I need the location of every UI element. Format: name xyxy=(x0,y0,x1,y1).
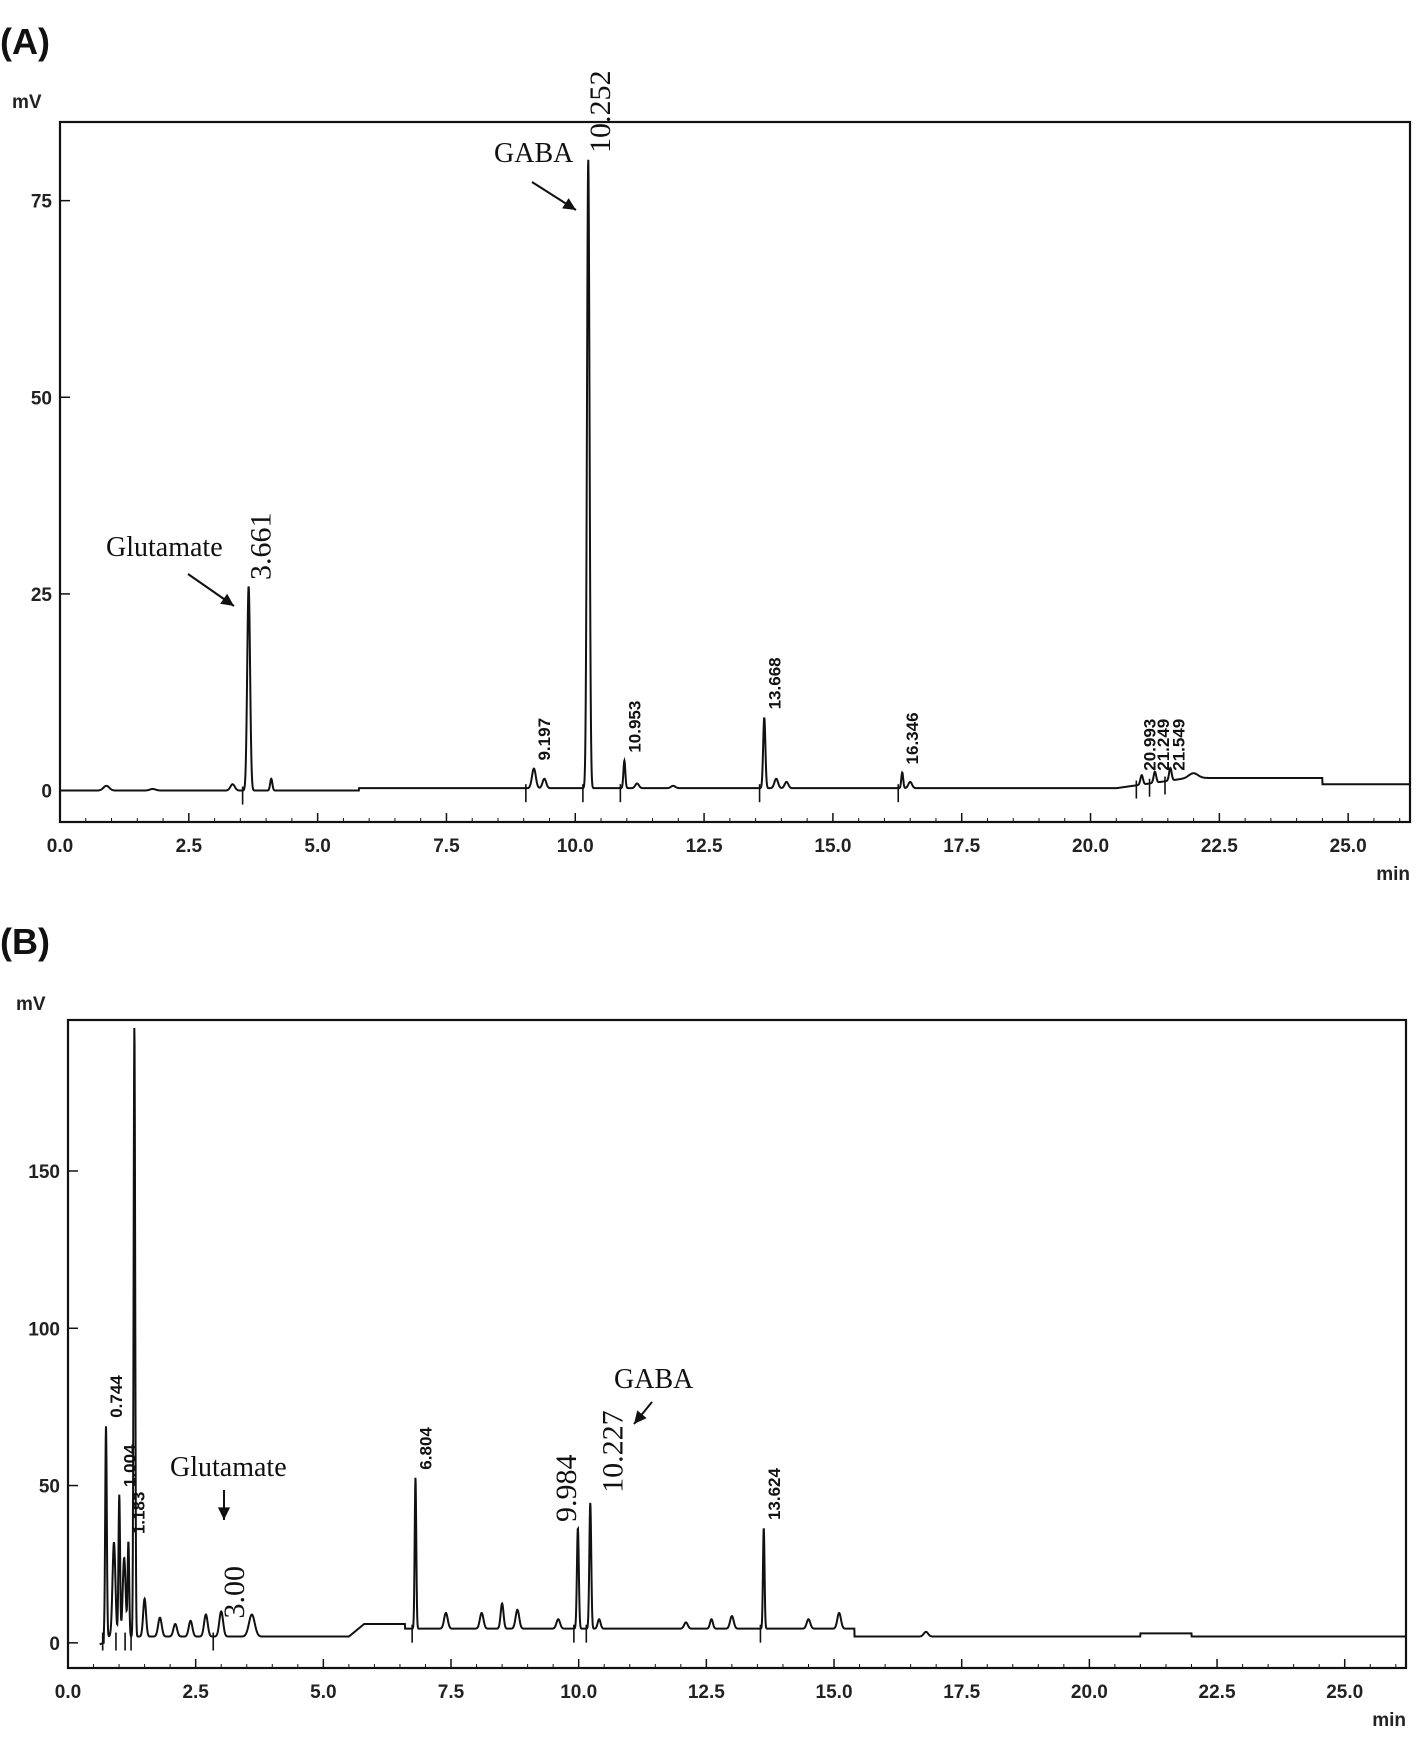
x-tick-label: 7.5 xyxy=(438,1682,465,1703)
x-tick-label: 5.0 xyxy=(310,1682,336,1703)
peak-label: 9.197 xyxy=(535,718,554,761)
x-axis-label: min xyxy=(1376,864,1410,885)
peak-label: 10.227 xyxy=(596,1410,629,1493)
annotation-arrow-head xyxy=(220,593,234,606)
y-tick-label: 100 xyxy=(28,1319,60,1340)
x-tick-label: 10.0 xyxy=(557,836,594,857)
peak-label: 20.993 xyxy=(1141,719,1160,771)
peak-label: 0.744 xyxy=(107,1375,126,1418)
x-tick-label: 0.0 xyxy=(47,836,73,857)
annotation-arrow-head xyxy=(562,198,576,210)
peak-label: 16.346 xyxy=(903,712,922,764)
x-tick-label: 17.5 xyxy=(943,1682,980,1703)
y-axis-label: mV xyxy=(16,994,46,1015)
peak-label: 21.249 xyxy=(1154,719,1173,771)
x-tick-label: 12.5 xyxy=(688,1682,725,1703)
x-tick-label: 22.5 xyxy=(1201,836,1238,857)
chart-panel-b: (B) mV min 0.0 2.5 5.0 7.5 10.0 12.5 15.0 17.5 20.0… xyxy=(0,921,1408,1731)
x-tick-label: 10.0 xyxy=(560,1682,597,1703)
x-tick-label: 25.0 xyxy=(1330,836,1367,857)
y-tick-label: 50 xyxy=(39,1477,60,1498)
y-tick-label: 150 xyxy=(28,1162,60,1183)
annotation-arrow-head xyxy=(634,1410,647,1424)
peak-label: 3.00 xyxy=(218,1566,251,1619)
x-tick-label: 7.5 xyxy=(433,836,460,857)
annotation-arrow-head xyxy=(217,1507,231,1520)
x-axis-label: min xyxy=(1372,1710,1406,1731)
peak-label: 1.004 xyxy=(120,1444,139,1487)
y-tick-label: 75 xyxy=(31,192,53,213)
peak-label: 9.984 xyxy=(550,1455,583,1523)
x-tick-label: 5.0 xyxy=(304,836,330,857)
compound-label: GABA xyxy=(494,138,574,169)
plot-frame xyxy=(58,120,1412,824)
compound-label: Glutamate xyxy=(106,532,223,563)
x-tick-label: 0.0 xyxy=(55,1682,81,1703)
peak-label: 1.183 xyxy=(129,1492,148,1535)
panel-label: (B) xyxy=(0,921,50,962)
chromatogram-trace xyxy=(60,159,1410,792)
x-tick-label: 2.5 xyxy=(182,1682,209,1703)
x-tick-label: 22.5 xyxy=(1199,1682,1236,1703)
x-tick-label: 12.5 xyxy=(686,836,723,857)
peak-label: 3.661 xyxy=(245,513,278,581)
peak-label: 21.549 xyxy=(1169,719,1188,771)
y-axis-label: mV xyxy=(12,92,42,113)
x-tick-label: 20.0 xyxy=(1071,1682,1108,1703)
y-tick-label: 25 xyxy=(31,585,53,606)
y-tick-label: 50 xyxy=(31,388,52,409)
peak-label: 6.804 xyxy=(416,1427,435,1470)
x-tick-label: 20.0 xyxy=(1072,836,1109,857)
panel-label: (A) xyxy=(0,21,50,62)
peak-label: 10.252 xyxy=(584,70,617,153)
peak-label: 13.668 xyxy=(765,657,784,709)
x-tick-label: 2.5 xyxy=(176,836,203,857)
x-tick-label: 15.0 xyxy=(814,836,851,857)
plot-frame xyxy=(66,1018,1408,1670)
peak-label: 13.624 xyxy=(765,1467,784,1520)
x-tick-label: 25.0 xyxy=(1326,1682,1363,1703)
x-tick-label: 15.0 xyxy=(816,1682,853,1703)
compound-label: Glutamate xyxy=(170,1452,287,1483)
y-tick-label: 0 xyxy=(49,1634,60,1655)
compound-label: GABA xyxy=(614,1364,694,1395)
chromatogram-trace xyxy=(99,1027,1406,1646)
chart-panel-a: (A) mV min 0.0 2.5 5.0 7.5 10.0 12.5 15.0 17.5 20.0… xyxy=(0,21,1412,885)
peak-label: 10.953 xyxy=(625,701,644,753)
y-tick-label: 0 xyxy=(41,782,52,803)
x-tick-label: 17.5 xyxy=(943,836,980,857)
